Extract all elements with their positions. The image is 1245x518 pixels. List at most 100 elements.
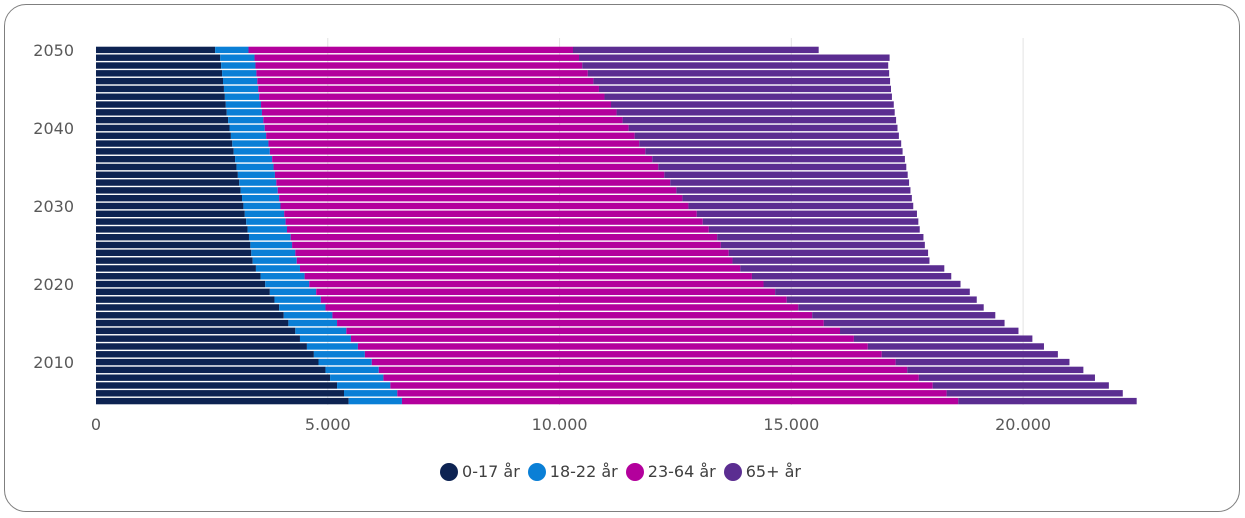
bar-2036-series-1 xyxy=(235,156,272,162)
bar-2010-series-1 xyxy=(319,359,372,365)
legend-item-2: 23-64 år xyxy=(626,462,716,481)
bar-2028-series-2 xyxy=(286,218,703,224)
bar-2023-series-3 xyxy=(732,257,929,263)
bar-2005-series-0 xyxy=(96,398,349,404)
bar-2022-series-3 xyxy=(740,265,944,271)
bar-2037-series-1 xyxy=(234,148,270,154)
bar-2014-series-0 xyxy=(96,328,295,334)
x-tick-label: 10.000 xyxy=(532,415,588,434)
legend-swatch xyxy=(528,463,546,481)
bar-2022-series-0 xyxy=(96,265,256,271)
bar-2016-series-2 xyxy=(332,312,812,318)
bar-2027-series-2 xyxy=(287,226,709,232)
bar-2011-series-3 xyxy=(882,351,1058,357)
bar-2006-series-3 xyxy=(947,390,1123,396)
bar-2039-series-2 xyxy=(266,133,635,139)
bar-2020-series-3 xyxy=(764,281,961,287)
bar-2046-series-1 xyxy=(223,78,257,84)
bar-2041-series-2 xyxy=(263,117,622,123)
bar-2036-series-2 xyxy=(272,156,652,162)
bar-2032-series-3 xyxy=(676,187,910,193)
bar-2032-series-2 xyxy=(278,187,677,193)
bar-2039-series-3 xyxy=(635,133,899,139)
bar-2043-series-1 xyxy=(226,101,261,107)
bar-2044-series-3 xyxy=(605,94,892,100)
bar-2010-series-2 xyxy=(372,359,896,365)
bar-2021-series-3 xyxy=(752,273,951,279)
bar-2030-series-2 xyxy=(280,203,688,209)
bar-2028-series-0 xyxy=(96,218,246,224)
bar-2042-series-2 xyxy=(262,109,617,115)
bar-2047-series-2 xyxy=(256,70,587,76)
bar-2033-series-2 xyxy=(276,179,670,185)
bar-2035-series-2 xyxy=(274,164,659,170)
bar-2035-series-3 xyxy=(658,164,906,170)
bar-2009-series-2 xyxy=(379,367,907,373)
bar-2025-series-2 xyxy=(292,242,721,248)
bar-2038-series-1 xyxy=(232,140,268,146)
bar-2037-series-0 xyxy=(96,148,234,154)
bar-2031-series-2 xyxy=(279,195,682,201)
bar-2045-series-3 xyxy=(599,86,891,92)
bar-2014-series-3 xyxy=(840,328,1018,334)
bar-2038-series-3 xyxy=(639,140,901,146)
bar-2031-series-3 xyxy=(682,195,911,201)
bar-2033-series-1 xyxy=(239,179,276,185)
bar-2025-series-1 xyxy=(250,242,292,248)
bar-2028-series-3 xyxy=(703,218,919,224)
bar-2005-series-3 xyxy=(958,398,1136,404)
bar-2029-series-0 xyxy=(96,211,245,217)
bar-2049-series-2 xyxy=(255,55,579,61)
bar-2007-series-3 xyxy=(933,382,1109,388)
x-tick-label: 20.000 xyxy=(995,415,1051,434)
bar-2018-series-0 xyxy=(96,296,274,302)
bar-2028-series-1 xyxy=(246,218,285,224)
bar-2048-series-1 xyxy=(221,62,255,68)
bar-2033-series-3 xyxy=(670,179,909,185)
bar-2037-series-2 xyxy=(270,148,645,154)
bar-2030-series-0 xyxy=(96,203,243,209)
bar-2011-series-2 xyxy=(365,351,882,357)
bar-2018-series-1 xyxy=(274,296,320,302)
x-tick-label: 15.000 xyxy=(763,415,819,434)
bar-2011-series-0 xyxy=(96,351,314,357)
bar-2043-series-2 xyxy=(261,101,611,107)
bar-2048-series-0 xyxy=(96,62,221,68)
bar-2046-series-2 xyxy=(257,78,593,84)
bar-2029-series-1 xyxy=(245,211,284,217)
bar-2021-series-0 xyxy=(96,273,261,279)
bar-2020-series-2 xyxy=(309,281,763,287)
bar-2021-series-2 xyxy=(305,273,752,279)
bar-2032-series-1 xyxy=(241,187,278,193)
bar-2010-series-0 xyxy=(96,359,319,365)
bar-2009-series-0 xyxy=(96,367,325,373)
legend-item-0: 0-17 år xyxy=(440,462,520,481)
bar-2025-series-3 xyxy=(721,242,925,248)
bar-2047-series-1 xyxy=(222,70,256,76)
bar-2013-series-2 xyxy=(351,335,854,341)
bar-2047-series-3 xyxy=(588,70,889,76)
bar-2023-series-0 xyxy=(96,257,253,263)
bar-2027-series-0 xyxy=(96,226,248,232)
bar-2034-series-0 xyxy=(96,172,238,178)
legend-item-3: 65+ år xyxy=(724,462,801,481)
bar-2020-series-0 xyxy=(96,281,265,287)
bar-2034-series-2 xyxy=(275,172,664,178)
bar-2013-series-3 xyxy=(854,335,1032,341)
bar-2012-series-3 xyxy=(868,343,1044,349)
bar-2026-series-3 xyxy=(717,234,923,240)
bar-2034-series-3 xyxy=(664,172,907,178)
bar-2016-series-0 xyxy=(96,312,284,318)
bar-2041-series-3 xyxy=(623,117,896,123)
bar-2043-series-0 xyxy=(96,101,226,107)
bar-2029-series-3 xyxy=(697,211,917,217)
y-tick-label: 2020 xyxy=(33,275,74,294)
bar-2049-series-3 xyxy=(579,55,890,61)
bar-2044-series-1 xyxy=(225,94,259,100)
bar-2042-series-0 xyxy=(96,109,227,115)
bar-2018-series-3 xyxy=(787,296,977,302)
bars xyxy=(96,47,1137,405)
bar-2036-series-0 xyxy=(96,156,235,162)
bar-2006-series-2 xyxy=(397,390,946,396)
